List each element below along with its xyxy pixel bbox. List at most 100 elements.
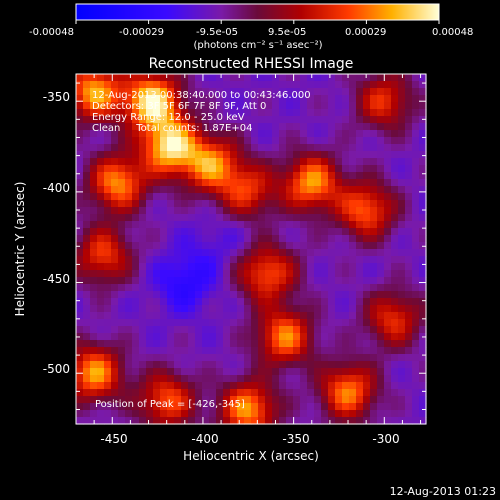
heatmap-cell <box>391 214 399 222</box>
heatmap-cell <box>209 403 217 411</box>
heatmap-cell <box>146 95 154 103</box>
heatmap-cell <box>412 207 420 215</box>
heatmap-cell <box>328 172 336 180</box>
heatmap-cell <box>293 340 301 348</box>
heatmap-cell <box>349 403 357 411</box>
heatmap-cell <box>76 109 84 117</box>
heatmap-cell <box>83 200 91 208</box>
heatmap-cell <box>209 368 217 376</box>
heatmap-cell <box>202 207 210 215</box>
heatmap-cell <box>279 123 287 131</box>
heatmap-cell <box>279 88 287 96</box>
heatmap-cell <box>258 74 266 82</box>
heatmap-cell <box>286 116 294 124</box>
heatmap-cell <box>244 144 252 152</box>
heatmap-cell <box>174 130 182 138</box>
heatmap-cell <box>328 88 336 96</box>
heatmap-cell <box>195 263 203 271</box>
heatmap-cell <box>139 263 147 271</box>
heatmap-cell <box>209 389 217 397</box>
heatmap-cell <box>251 102 259 110</box>
heatmap-cell <box>167 333 175 341</box>
heatmap-cell <box>279 312 287 320</box>
heatmap-cell <box>153 368 161 376</box>
heatmap-cell <box>251 242 259 250</box>
heatmap-cell <box>132 200 140 208</box>
heatmap-cell <box>188 298 196 306</box>
heatmap-cell <box>90 235 98 243</box>
heatmap-cell <box>83 74 91 82</box>
heatmap-cell <box>153 277 161 285</box>
heatmap-cell <box>384 375 392 383</box>
heatmap-cell <box>335 263 343 271</box>
heatmap-cell <box>412 242 420 250</box>
heatmap-cell <box>419 410 427 418</box>
heatmap-cell <box>174 144 182 152</box>
heatmap-cell <box>153 263 161 271</box>
heatmap-cell <box>188 95 196 103</box>
heatmap-cell <box>328 361 336 369</box>
heatmap-cell <box>237 214 245 222</box>
heatmap-cell <box>286 326 294 334</box>
heatmap-cell <box>342 361 350 369</box>
heatmap-cell <box>356 354 364 362</box>
heatmap-cell <box>83 403 91 411</box>
heatmap-cell <box>132 291 140 299</box>
heatmap-cell <box>223 151 231 159</box>
heatmap-cell <box>209 319 217 327</box>
heatmap-cell <box>188 74 196 82</box>
heatmap-cell <box>398 270 406 278</box>
heatmap-cell <box>104 123 112 131</box>
heatmap-cell <box>272 263 280 271</box>
heatmap-cell <box>265 235 273 243</box>
heatmap-cell <box>237 137 245 145</box>
heatmap-cell <box>181 95 189 103</box>
heatmap-cell <box>209 270 217 278</box>
heatmap-cell <box>419 95 427 103</box>
heatmap-cell <box>363 410 371 418</box>
heatmap-cell <box>412 417 420 425</box>
heatmap-cell <box>76 291 84 299</box>
heatmap-cell <box>90 291 98 299</box>
heatmap-cell <box>167 263 175 271</box>
heatmap-cell <box>223 284 231 292</box>
heatmap-cell <box>146 368 154 376</box>
heatmap-cell <box>104 389 112 397</box>
colorbar-tick-label: 0.00048 <box>432 27 473 38</box>
heatmap-cell <box>111 158 119 166</box>
heatmap-cell <box>97 319 105 327</box>
heatmap-cell <box>167 403 175 411</box>
heatmap-cell <box>209 165 217 173</box>
heatmap-cell <box>104 333 112 341</box>
heatmap-cell <box>349 410 357 418</box>
heatmap-cell <box>398 291 406 299</box>
heatmap-cell <box>349 263 357 271</box>
heatmap-cell <box>132 375 140 383</box>
heatmap-cell <box>335 340 343 348</box>
heatmap-cell <box>223 340 231 348</box>
heatmap-cell <box>419 123 427 131</box>
heatmap-cell <box>307 403 315 411</box>
heatmap-cell <box>293 382 301 390</box>
heatmap-cell <box>342 284 350 292</box>
heatmap-cell <box>391 298 399 306</box>
heatmap-cell <box>279 389 287 397</box>
heatmap-cell <box>230 270 238 278</box>
heatmap-cell <box>237 417 245 425</box>
heatmap-cell <box>391 417 399 425</box>
colorbar-frame <box>75 3 440 21</box>
heatmap-cell <box>363 368 371 376</box>
heatmap-cell <box>104 186 112 194</box>
heatmap-cell <box>265 361 273 369</box>
plot-area <box>75 73 427 425</box>
heatmap-cell <box>104 193 112 201</box>
heatmap-cell <box>335 389 343 397</box>
heatmap-cell <box>132 396 140 404</box>
heatmap-cell <box>335 368 343 376</box>
heatmap-cell <box>412 312 420 320</box>
heatmap-cell <box>174 410 182 418</box>
heatmap-cell <box>125 277 133 285</box>
heatmap-cell <box>160 221 168 229</box>
heatmap-cell <box>167 396 175 404</box>
heatmap-cell <box>391 375 399 383</box>
